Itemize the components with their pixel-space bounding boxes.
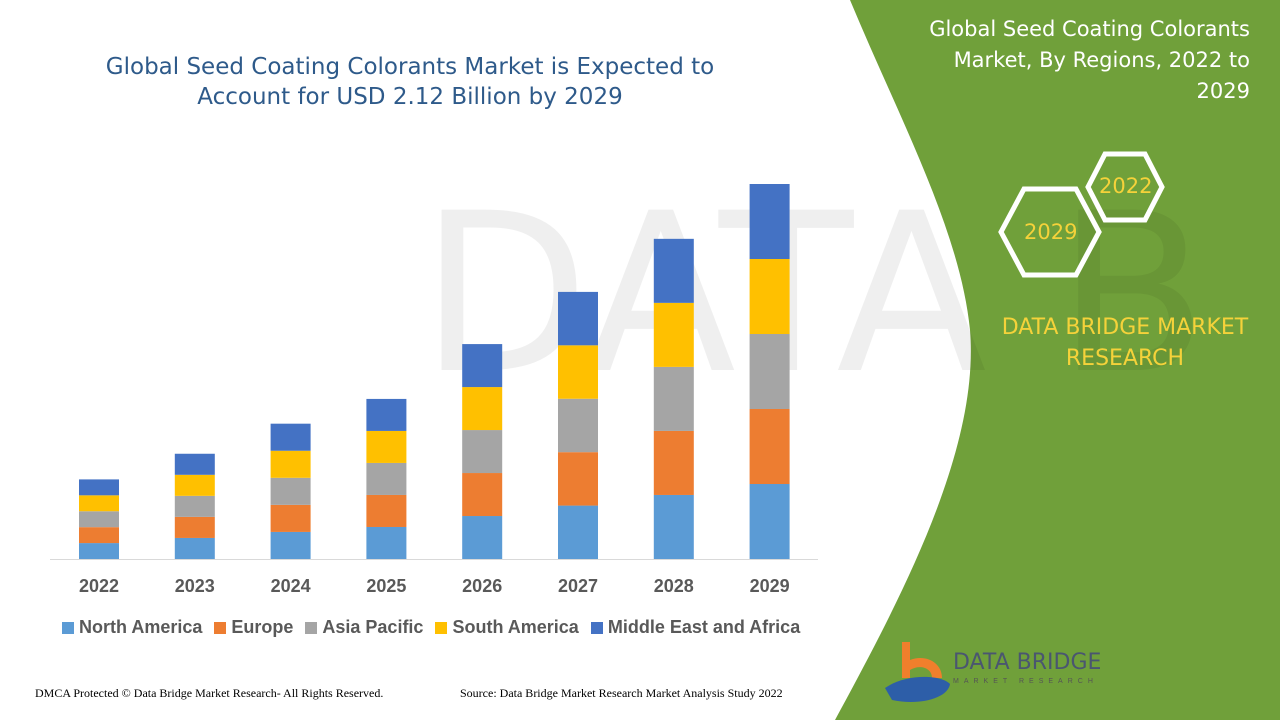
bar-segment-europe-2022 — [79, 527, 119, 544]
logo-sub: MARKET RESEARCH — [953, 678, 1098, 685]
bar-segment-south-america-2027 — [558, 345, 598, 399]
legend-label: Middle East and Africa — [607, 617, 801, 637]
bar-segment-europe-2029 — [749, 409, 790, 484]
hex-label-start: 2022 — [1099, 174, 1153, 198]
bar-segment-europe-2027 — [558, 452, 598, 506]
legend-swatch — [590, 621, 603, 634]
legend-item: Middle East and Africa — [590, 617, 801, 638]
bar-segment-middle-east-and-africa-2029 — [749, 184, 790, 259]
x-tick-label: 2027 — [558, 576, 598, 596]
bar-segment-middle-east-and-africa-2024 — [270, 423, 311, 451]
bar-segment-north-america-2025 — [366, 526, 407, 559]
bar-segment-asia-pacific-2028 — [653, 366, 694, 431]
bar-segment-north-america-2027 — [558, 505, 598, 559]
legend-label: North America — [79, 617, 203, 637]
bar-segment-asia-pacific-2024 — [270, 477, 311, 505]
brand-text: DATA BRIDGE MARKET RESEARCH — [1001, 315, 1249, 371]
bar-segment-middle-east-and-africa-2026 — [462, 344, 503, 388]
side-panel-title: Global Seed Coating Colorants Market, By… — [929, 17, 1250, 103]
data-bridge-logo-icon — [885, 642, 950, 703]
bar-segment-middle-east-and-africa-2022 — [79, 479, 119, 496]
bar-segment-south-america-2023 — [174, 474, 215, 496]
bar-segment-south-america-2025 — [366, 430, 407, 463]
source-text: Source: Data Bridge Market Research Mark… — [460, 686, 783, 700]
legend-label: South America — [452, 617, 579, 637]
x-tick-label: 2029 — [750, 576, 790, 596]
bar-segment-europe-2024 — [270, 504, 311, 532]
bar-segment-south-america-2029 — [749, 259, 790, 334]
x-tick-label: 2028 — [654, 576, 694, 596]
svg-text:DATA B: DATA B — [420, 166, 1208, 422]
bar-segment-middle-east-and-africa-2028 — [653, 238, 694, 303]
bar-segment-south-america-2028 — [653, 302, 694, 367]
bar-segment-south-america-2026 — [462, 387, 503, 431]
x-tick-label: 2022 — [79, 576, 119, 596]
bar-segment-europe-2023 — [174, 516, 215, 538]
bar-segment-south-america-2024 — [270, 450, 311, 478]
logo-name: DATA BRIDGE — [953, 650, 1102, 675]
legend-swatch — [214, 621, 227, 634]
bar-segment-middle-east-and-africa-2027 — [558, 291, 598, 346]
legend-label: Asia Pacific — [322, 617, 424, 637]
bar-segment-south-america-2022 — [79, 495, 119, 512]
legend: North America Europe Asia Pacific South Ame… — [62, 617, 800, 638]
legend-label: Europe — [231, 617, 294, 637]
bar-segment-asia-pacific-2026 — [462, 430, 503, 474]
bar-segment-asia-pacific-2029 — [749, 334, 790, 409]
legend-item: South America — [435, 617, 579, 638]
legend-item: North America — [62, 617, 202, 638]
bar-segment-asia-pacific-2023 — [174, 495, 215, 517]
bar-segment-middle-east-and-africa-2023 — [174, 453, 215, 475]
bar-segment-europe-2025 — [366, 494, 407, 527]
bar-segment-middle-east-and-africa-2025 — [366, 398, 407, 431]
chart-title: Global Seed Coating Colorants Market is … — [105, 54, 715, 110]
x-tick-label: 2023 — [175, 576, 215, 596]
bar-segment-asia-pacific-2027 — [558, 398, 598, 453]
x-tick-label: 2026 — [462, 576, 502, 596]
bar-segment-north-america-2028 — [653, 494, 694, 559]
legend-item: Asia Pacific — [305, 617, 423, 638]
bar-segment-europe-2028 — [653, 430, 694, 495]
x-tick-label: 2025 — [366, 576, 406, 596]
bar-segment-asia-pacific-2022 — [79, 511, 119, 528]
legend-swatch — [305, 621, 318, 634]
green-side-panel — [835, 0, 1280, 720]
bar-segment-asia-pacific-2025 — [366, 462, 407, 495]
copyright-text: DMCA Protected © Data Bridge Market Rese… — [35, 686, 384, 700]
bar-segment-north-america-2024 — [270, 531, 311, 559]
legend-item: Europe — [214, 617, 293, 638]
bar-segment-north-america-2022 — [79, 543, 119, 559]
legend-swatch — [62, 621, 74, 634]
watermark: DATA B — [420, 166, 1208, 422]
bar-segment-north-america-2026 — [462, 516, 503, 559]
legend-swatch — [435, 621, 448, 634]
bar-segment-north-america-2023 — [174, 537, 215, 559]
bar-segment-europe-2026 — [462, 473, 503, 517]
bar-segment-north-america-2029 — [749, 484, 790, 559]
x-tick-label: 2024 — [271, 576, 311, 596]
hex-label-end: 2029 — [1024, 220, 1078, 244]
hexagon-icon — [998, 151, 1165, 278]
